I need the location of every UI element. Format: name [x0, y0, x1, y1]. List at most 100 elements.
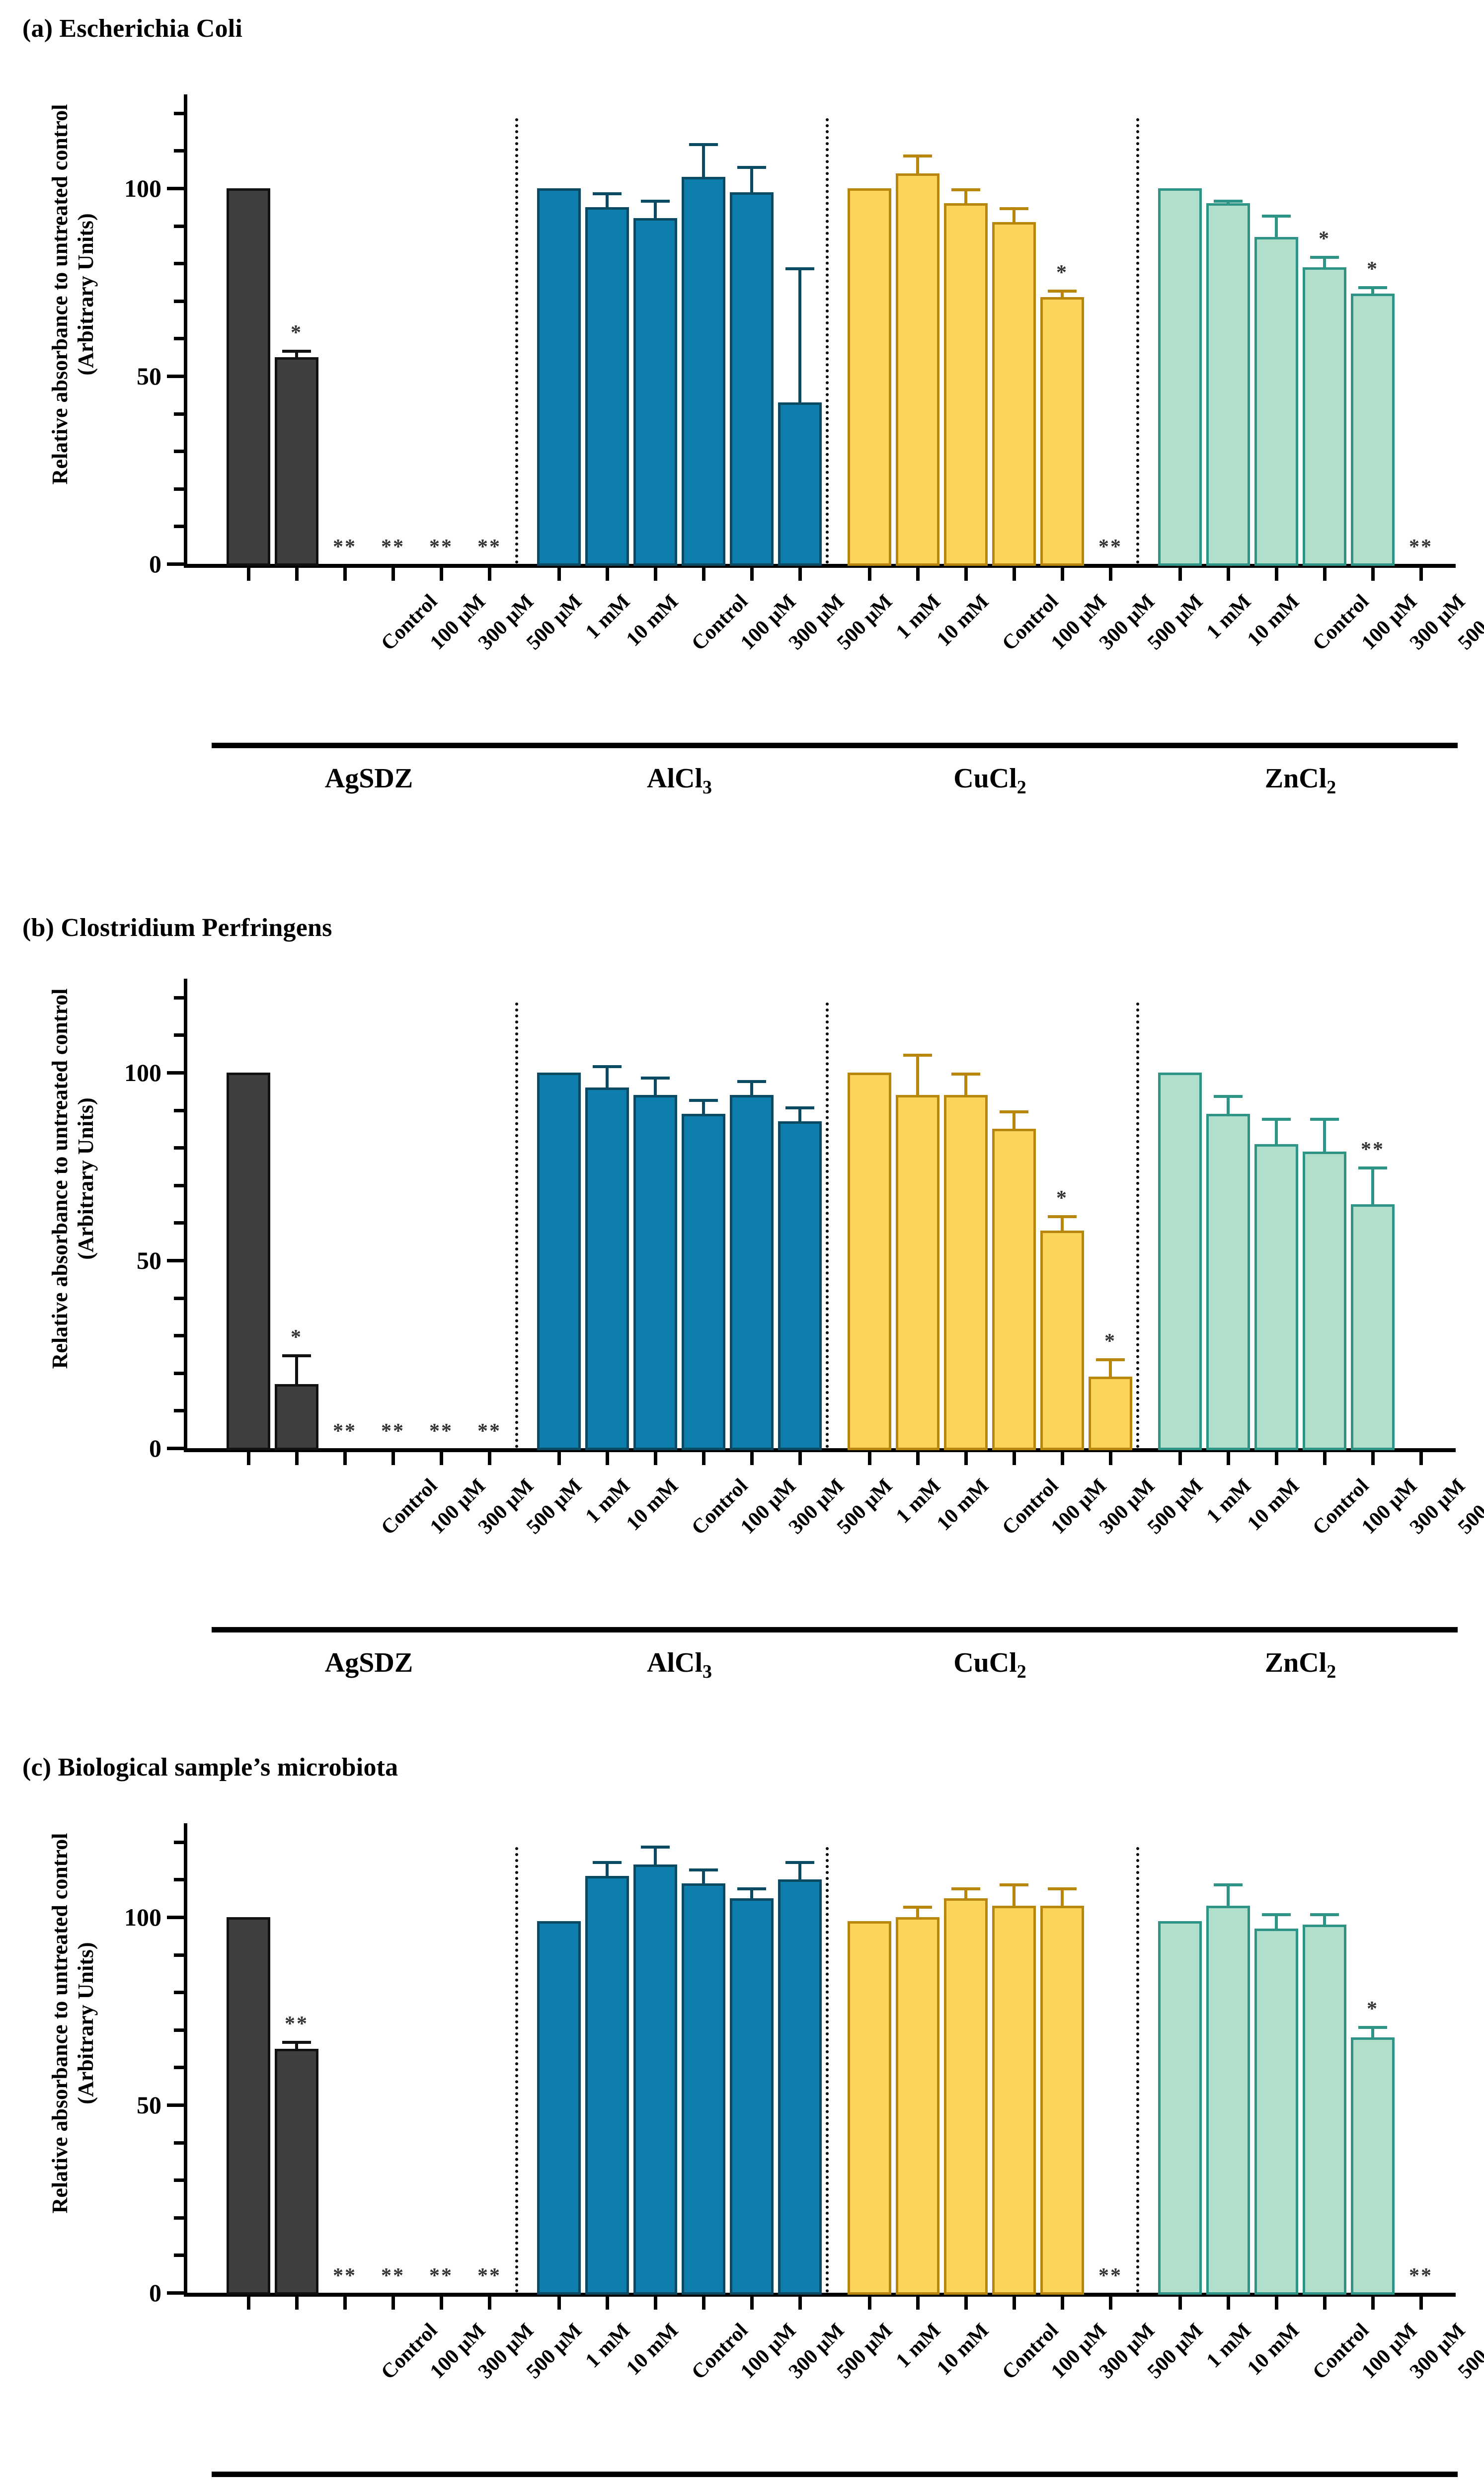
error-bar-cap: [1358, 1166, 1387, 1169]
group-separator: [515, 1847, 518, 2293]
group-label: ZnCl2: [1265, 763, 1336, 798]
y-axis-title-line1: Relative absorbance to untreated control: [48, 1833, 72, 2214]
error-bar-cap: [1358, 286, 1387, 289]
y-tick-minor: [174, 1878, 184, 1882]
error-bar-stem: [916, 1054, 919, 1095]
error-bar-stem: [798, 1861, 801, 1880]
bar: [1089, 1377, 1132, 1450]
significance-marker: **: [429, 1420, 453, 1443]
error-bar-stem: [295, 350, 298, 358]
x-tick: [488, 568, 491, 581]
x-tick: [1323, 2297, 1327, 2310]
error-bar-cap: [1262, 1117, 1291, 1121]
bar: [1040, 1230, 1084, 1450]
y-axis-title: Relative absorbance to untreated control…: [47, 929, 99, 1428]
bar: [1303, 267, 1346, 566]
error-bar-stem: [1061, 290, 1064, 298]
group-label-text: ZnCl: [1264, 1647, 1327, 1678]
significance-marker: **: [1409, 536, 1433, 558]
error-bar: [992, 1883, 1036, 1906]
error-bar: [944, 1887, 988, 1899]
error-bar-stem: [798, 1106, 801, 1122]
group-rule: [522, 2472, 837, 2477]
x-tick: [606, 568, 609, 581]
x-tick: [868, 1452, 871, 1465]
x-tick: [964, 568, 968, 581]
y-tick-label: 0: [149, 2279, 161, 2307]
error-bar-cap: [737, 1080, 766, 1084]
error-bar-cap: [1262, 214, 1291, 218]
error-bar: [1089, 1358, 1132, 1377]
error-bar-cap: [1310, 1913, 1339, 1917]
panel-a-title: (a) Escherichia Coli: [22, 14, 243, 43]
error-bar: [682, 143, 725, 177]
error-bar-cap: [1310, 256, 1339, 259]
x-tick: [964, 1452, 968, 1465]
error-bar-cap: [785, 1106, 814, 1110]
group-label-subscript: 2: [1016, 777, 1026, 798]
y-tick-label: 50: [137, 2091, 161, 2119]
x-tick: [1227, 1452, 1230, 1465]
error-bar: [944, 1073, 988, 1095]
group-separator: [826, 118, 829, 564]
x-tick: [557, 2297, 561, 2310]
error-bar-cap: [282, 1354, 311, 1357]
error-bar-stem: [916, 1906, 919, 1917]
error-bar: [992, 1110, 1036, 1129]
group-rule: [1143, 1627, 1458, 1632]
error-bar-stem: [798, 267, 801, 402]
significance-marker: *: [1367, 1998, 1379, 2021]
error-bar-stem: [964, 188, 967, 204]
error-bar-cap: [282, 2041, 311, 2044]
y-tick-major: [167, 1916, 184, 1919]
error-bar-cap: [951, 188, 980, 191]
y-axis-title-line2: (Arbitrary Units): [73, 1097, 98, 1260]
y-tick-major: [167, 375, 184, 378]
group-separator: [515, 118, 518, 564]
bar: [227, 1917, 270, 2295]
significance-marker: *: [1056, 1187, 1068, 1210]
panel-a: (a) Escherichia Coli Relative absorbance…: [0, 0, 1484, 894]
error-bar-cap: [1048, 1887, 1077, 1890]
y-tick-label: 0: [149, 1434, 161, 1462]
x-tick: [654, 2297, 657, 2310]
error-bar: [585, 192, 629, 207]
group-rule: [522, 743, 837, 748]
error-bar: [585, 1065, 629, 1088]
error-bar-stem: [1371, 2026, 1374, 2037]
error-bar-cap: [1048, 1215, 1077, 1219]
x-tick: [1227, 568, 1230, 581]
group-rule: [212, 743, 526, 748]
error-bar-cap: [785, 1861, 814, 1864]
bar: [585, 207, 629, 566]
group-rule: [212, 2472, 526, 2477]
x-tick: [1419, 568, 1423, 581]
x-tick: [654, 1452, 657, 1465]
error-bar: [1206, 199, 1250, 204]
error-bar: [1040, 1887, 1084, 1906]
y-tick-label: 100: [124, 1903, 161, 1931]
x-tick: [1323, 1452, 1327, 1465]
group-separator: [826, 1847, 829, 2293]
error-bar-cap: [785, 267, 814, 270]
x-tick: [1419, 1452, 1423, 1465]
group-rule: [833, 1627, 1147, 1632]
x-tick: [247, 1452, 250, 1465]
error-bar: [585, 1861, 629, 1876]
error-bar: [633, 199, 677, 219]
y-axis-line: [184, 979, 187, 1452]
error-bar: [730, 1080, 774, 1095]
error-bar-stem: [1013, 1883, 1015, 1906]
x-tick: [391, 1452, 395, 1465]
error-bar-cap: [689, 1098, 718, 1102]
error-bar: [1254, 1117, 1298, 1144]
y-tick-minor: [174, 2028, 184, 2032]
x-tick: [1178, 568, 1182, 581]
y-tick-minor: [174, 1953, 184, 1957]
group-rule: [1143, 743, 1458, 748]
bar: [1254, 1144, 1298, 1450]
group-separator: [826, 1003, 829, 1448]
group-rule: [522, 1627, 837, 1632]
x-tick: [798, 2297, 802, 2310]
